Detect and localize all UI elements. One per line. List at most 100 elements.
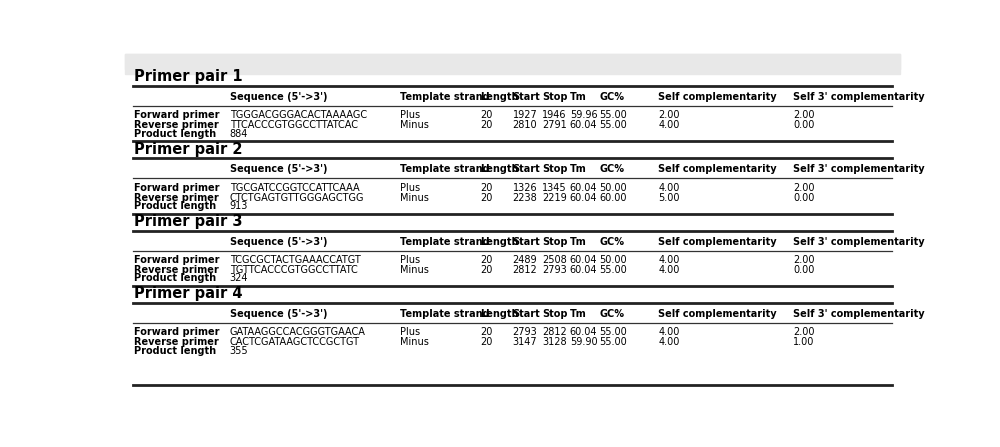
Text: 20: 20 — [480, 110, 492, 120]
Text: Minus: Minus — [400, 265, 429, 275]
Text: Template strand: Template strand — [400, 309, 490, 319]
Text: Self complementarity: Self complementarity — [658, 236, 777, 246]
Text: Template strand: Template strand — [400, 164, 490, 174]
Text: 55.00: 55.00 — [599, 337, 627, 347]
Text: Length: Length — [480, 92, 518, 102]
Text: Start: Start — [512, 164, 540, 174]
Text: 2791: 2791 — [542, 120, 567, 130]
Text: Primer pair 1: Primer pair 1 — [134, 69, 243, 84]
Text: 4.00: 4.00 — [658, 183, 680, 193]
Text: Tm: Tm — [570, 164, 587, 174]
Text: Stop: Stop — [542, 309, 567, 319]
Text: Product length: Product length — [134, 346, 216, 356]
Text: Product length: Product length — [134, 201, 216, 211]
Text: 4.00: 4.00 — [658, 255, 680, 265]
Text: 59.90: 59.90 — [570, 337, 597, 347]
Text: 20: 20 — [480, 327, 492, 337]
Text: Primer pair 3: Primer pair 3 — [134, 214, 243, 229]
Text: 1.00: 1.00 — [793, 337, 814, 347]
Text: TCGCGCTACTGAAACCATGT: TCGCGCTACTGAAACCATGT — [230, 255, 360, 265]
Text: TGCGATCCGGTCCATTCAAA: TGCGATCCGGTCCATTCAAA — [230, 183, 359, 193]
Text: 2793: 2793 — [542, 265, 567, 275]
Text: Reverse primer: Reverse primer — [134, 337, 219, 347]
Text: Minus: Minus — [400, 120, 429, 130]
Text: Product length: Product length — [134, 129, 216, 139]
Text: 2812: 2812 — [512, 265, 537, 275]
Text: 2.00: 2.00 — [793, 110, 815, 120]
Text: Self 3' complementarity: Self 3' complementarity — [793, 309, 925, 319]
Text: CACTCGATAAGCTCCGCTGT: CACTCGATAAGCTCCGCTGT — [230, 337, 360, 347]
Text: 2810: 2810 — [512, 120, 537, 130]
Text: Stop: Stop — [542, 236, 567, 246]
Text: Tm: Tm — [570, 92, 587, 102]
Text: Forward primer: Forward primer — [134, 110, 220, 120]
Text: Stop: Stop — [542, 164, 567, 174]
Text: 20: 20 — [480, 183, 492, 193]
Text: Forward primer: Forward primer — [134, 183, 220, 193]
Text: Plus: Plus — [400, 255, 420, 265]
Text: Template strand: Template strand — [400, 236, 490, 246]
Text: Stop: Stop — [542, 92, 567, 102]
Text: 4.00: 4.00 — [658, 337, 680, 347]
Text: 2489: 2489 — [512, 255, 537, 265]
Text: 4.00: 4.00 — [658, 265, 680, 275]
Text: GC%: GC% — [599, 236, 624, 246]
Text: 55.00: 55.00 — [599, 120, 627, 130]
Text: Primer pair 4: Primer pair 4 — [134, 287, 243, 301]
Text: 60.04: 60.04 — [570, 265, 597, 275]
Text: 2508: 2508 — [542, 255, 567, 265]
Text: 59.96: 59.96 — [570, 110, 597, 120]
Text: Sequence (5'->3'): Sequence (5'->3') — [230, 92, 327, 102]
Text: TGGGACGGGACACTAAAAGC: TGGGACGGGACACTAAAAGC — [230, 110, 367, 120]
Text: TGTTCACCCGTGGCCTTATC: TGTTCACCCGTGGCCTTATC — [230, 265, 357, 275]
Text: Reverse primer: Reverse primer — [134, 120, 219, 130]
Text: Plus: Plus — [400, 183, 420, 193]
Text: GC%: GC% — [599, 164, 624, 174]
Text: Reverse primer: Reverse primer — [134, 193, 219, 202]
Text: 60.04: 60.04 — [570, 183, 597, 193]
Bar — [125, 54, 900, 74]
Text: Start: Start — [512, 236, 540, 246]
Text: 884: 884 — [230, 129, 248, 139]
Text: Tm: Tm — [570, 309, 587, 319]
Text: 324: 324 — [230, 274, 248, 283]
Text: Length: Length — [480, 309, 518, 319]
Text: 1946: 1946 — [542, 110, 566, 120]
Text: Plus: Plus — [400, 327, 420, 337]
Text: 913: 913 — [230, 201, 248, 211]
Text: 0.00: 0.00 — [793, 120, 814, 130]
Text: 20: 20 — [480, 193, 492, 202]
Text: 355: 355 — [230, 346, 248, 356]
Text: 0.00: 0.00 — [793, 193, 814, 202]
Text: Forward primer: Forward primer — [134, 255, 220, 265]
Text: Self 3' complementarity: Self 3' complementarity — [793, 164, 925, 174]
Text: 50.00: 50.00 — [599, 255, 627, 265]
Text: Self complementarity: Self complementarity — [658, 92, 777, 102]
Text: 50.00: 50.00 — [599, 183, 627, 193]
Text: Sequence (5'->3'): Sequence (5'->3') — [230, 309, 327, 319]
Text: 2238: 2238 — [512, 193, 537, 202]
Text: Sequence (5'->3'): Sequence (5'->3') — [230, 164, 327, 174]
Text: 20: 20 — [480, 255, 492, 265]
Text: Self complementarity: Self complementarity — [658, 164, 777, 174]
Text: Start: Start — [512, 309, 540, 319]
Text: 1927: 1927 — [512, 110, 537, 120]
Text: GC%: GC% — [599, 92, 624, 102]
Text: 3147: 3147 — [512, 337, 537, 347]
Text: 60.04: 60.04 — [570, 327, 597, 337]
Text: Length: Length — [480, 164, 518, 174]
Text: 20: 20 — [480, 337, 492, 347]
Text: Self 3' complementarity: Self 3' complementarity — [793, 236, 925, 246]
Text: Length: Length — [480, 236, 518, 246]
Text: Sequence (5'->3'): Sequence (5'->3') — [230, 236, 327, 246]
Text: 3128: 3128 — [542, 337, 567, 347]
Text: 55.00: 55.00 — [599, 110, 627, 120]
Text: Self 3' complementarity: Self 3' complementarity — [793, 92, 925, 102]
Text: Tm: Tm — [570, 236, 587, 246]
Text: 2.00: 2.00 — [793, 327, 815, 337]
Text: Forward primer: Forward primer — [134, 327, 220, 337]
Text: 2219: 2219 — [542, 193, 567, 202]
Text: 1326: 1326 — [512, 183, 537, 193]
Text: GATAAGGCCACGGGTGAACA: GATAAGGCCACGGGTGAACA — [230, 327, 366, 337]
Text: 60.00: 60.00 — [599, 193, 627, 202]
